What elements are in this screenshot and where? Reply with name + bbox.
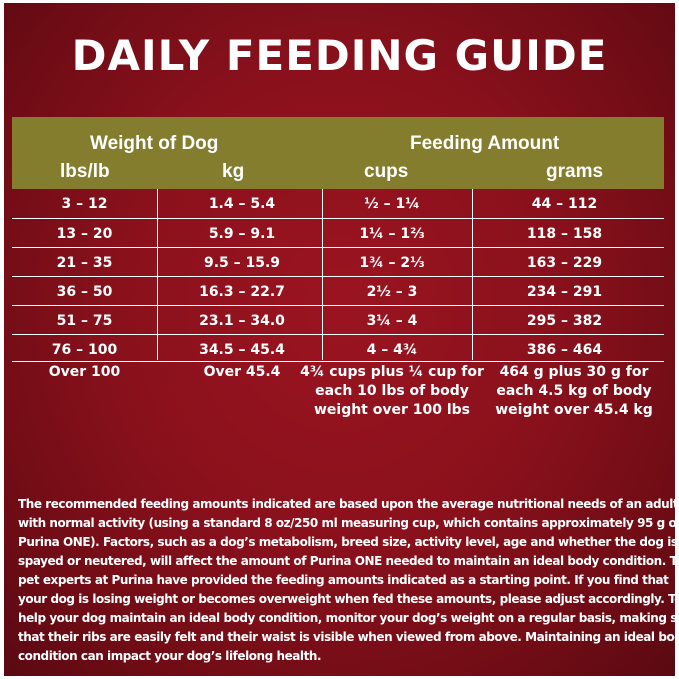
cell-cups: 1¾ – 2⅓: [359, 255, 425, 271]
over-row-grams: 464 g plus 30 g for each 4.5 kg of body …: [474, 363, 674, 420]
page-title: DAILY FEEDING GUIDE: [71, 31, 608, 80]
col-header-grams: grams: [546, 161, 604, 182]
feeding-note: The recommended feeding amounts indicate…: [18, 495, 679, 666]
col-header-cups: cups: [364, 161, 409, 182]
over-row-lbs: Over 100: [48, 364, 121, 380]
cell-lbs: 13 – 20: [56, 226, 113, 242]
note-line: with normal activity (using a standard 8…: [18, 516, 679, 530]
weight-group-header: Weight of Dog: [90, 133, 219, 154]
over-row-kg: Over 45.4: [203, 364, 281, 380]
column-divider: [157, 189, 158, 360]
cell-kg: 5.9 – 9.1: [208, 226, 276, 242]
over-cups-line: each 10 lbs of body: [315, 383, 469, 399]
cell-cups: 3¼ – 4: [366, 313, 418, 329]
col-header-lbs: lbs/lb: [60, 161, 110, 182]
cell-grams: 295 – 382: [526, 313, 603, 329]
note-line: spayed or neutered, will affect the amou…: [18, 554, 679, 568]
cell-kg: 1.4 – 5.4: [208, 196, 276, 212]
note-line: help your dog maintain an ideal body con…: [18, 611, 679, 625]
cell-kg: 34.5 – 45.4: [199, 342, 285, 358]
note-line: pet experts at Purina have provided the …: [18, 573, 669, 587]
cell-lbs: 36 – 50: [56, 284, 113, 300]
cell-kg: 9.5 – 15.9: [203, 255, 281, 271]
cell-kg: 16.3 – 22.7: [199, 284, 285, 300]
over-grams-line: 464 g plus 30 g for: [499, 364, 649, 380]
feeding-group-header: Feeding Amount: [410, 133, 560, 154]
cell-grams: 44 – 112: [531, 196, 598, 212]
cell-lbs: 3 – 12: [61, 196, 108, 212]
table-row: 21 – 35 9.5 – 15.9 1¾ – 2⅓ 163 – 229: [12, 247, 664, 278]
table-row: 13 – 20 5.9 – 9.1 1¼ – 1⅔ 118 – 158: [12, 218, 664, 249]
cell-grams: 163 – 229: [526, 255, 603, 271]
note-line: The recommended feeding amounts indicate…: [18, 497, 679, 511]
over-cups-line: 4¾ cups plus ¼ cup for: [300, 364, 484, 380]
note-line: your dog is losing weight or becomes ove…: [18, 592, 679, 606]
note-line: condition can impact your dog’s lifelong…: [18, 649, 322, 663]
table-row: 36 – 50 16.3 – 22.7 2½ – 3 234 – 291: [12, 276, 664, 307]
cell-grams: 118 – 158: [526, 226, 603, 242]
cell-cups: 4 – 4¾: [366, 342, 418, 358]
cell-lbs: 76 – 100: [51, 342, 118, 358]
note-line: that their ribs are easily felt and thei…: [18, 630, 679, 644]
cell-cups: 2½ – 3: [366, 284, 418, 300]
over-row-cups: 4¾ cups plus ¼ cup for each 10 lbs of bo…: [287, 363, 497, 420]
cell-grams: 386 – 464: [526, 342, 603, 358]
over-grams-line: each 4.5 kg of body: [496, 383, 652, 399]
cell-kg: 23.1 – 34.0: [199, 313, 285, 329]
cell-grams: 234 – 291: [526, 284, 603, 300]
col-header-kg: kg: [222, 161, 245, 182]
column-divider: [322, 189, 323, 360]
note-line: Purina ONE). Factors, such as a dog’s me…: [18, 535, 678, 549]
over-cups-line: weight over 100 lbs: [313, 402, 471, 418]
table-header: Weight of Dog Feeding Amount lbs/lb kg c…: [12, 117, 664, 189]
cell-lbs: 21 – 35: [56, 255, 113, 271]
column-divider: [472, 189, 473, 360]
cell-cups: ½ – 1¼: [364, 196, 420, 212]
table-row: 76 – 100 34.5 – 45.4 4 – 4¾ 386 – 464: [12, 334, 664, 362]
over-grams-line: weight over 45.4 kg: [495, 402, 653, 418]
table-row: 3 – 12 1.4 – 5.4 ½ – 1¼ 44 – 112: [12, 189, 664, 219]
cell-cups: 1¼ – 1⅔: [359, 226, 425, 242]
cell-lbs: 51 – 75: [56, 313, 113, 329]
feeding-guide-panel: DAILY FEEDING GUIDE Weight of Dog Feedin…: [4, 3, 679, 676]
table-row: 51 – 75 23.1 – 34.0 3¼ – 4 295 – 382: [12, 305, 664, 336]
